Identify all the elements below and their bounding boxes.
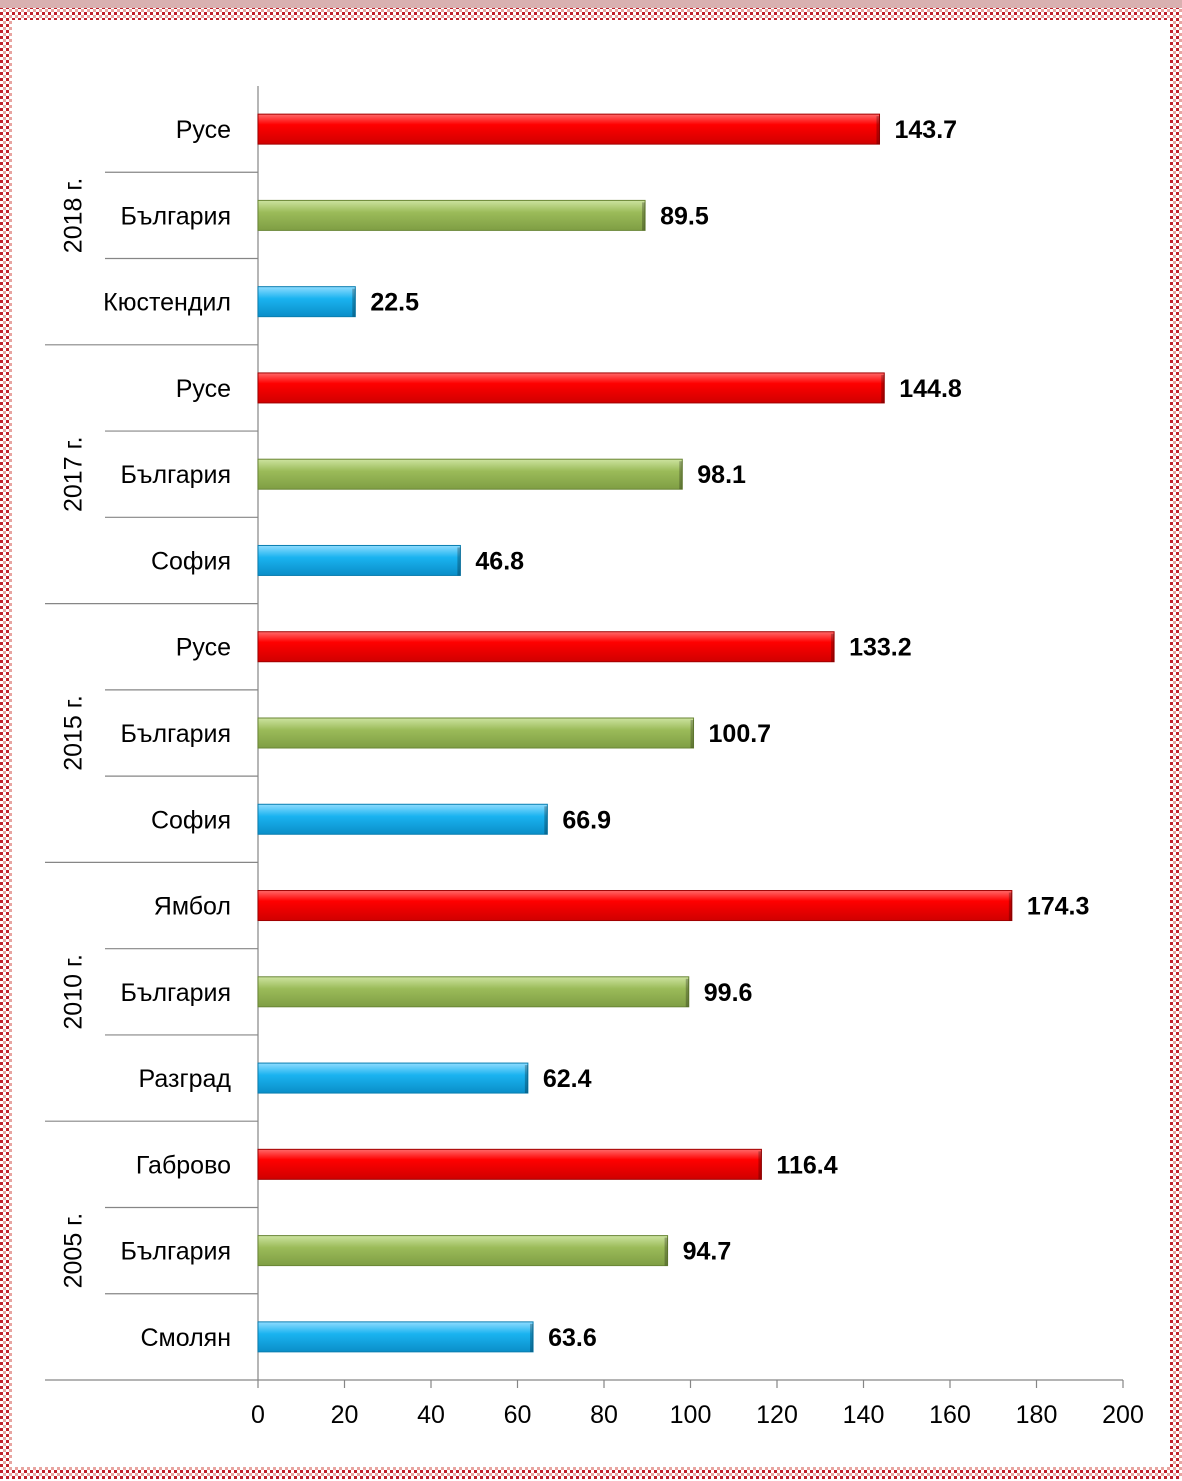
bar-shadow xyxy=(679,461,682,489)
bar-shadow xyxy=(642,202,645,230)
bar-shadow xyxy=(457,547,460,575)
bar xyxy=(258,200,645,230)
x-tick-label: 80 xyxy=(590,1401,618,1429)
data-label: 63.6 xyxy=(548,1324,597,1352)
bar xyxy=(258,287,355,317)
x-tick-label: 40 xyxy=(417,1401,445,1429)
category-label: Кюстендил xyxy=(103,289,231,317)
group-label: 2015 г. xyxy=(60,695,88,771)
x-tick-label: 160 xyxy=(929,1401,971,1429)
category-label: Смолян xyxy=(140,1324,231,1352)
x-tick-label: 0 xyxy=(251,1401,265,1429)
data-label: 66.9 xyxy=(562,806,611,834)
bar xyxy=(258,891,1012,921)
data-label: 22.5 xyxy=(370,289,419,317)
bar xyxy=(258,114,880,144)
bar-shadow xyxy=(686,979,689,1007)
data-label: 144.8 xyxy=(899,375,962,403)
x-tick-label: 120 xyxy=(756,1401,798,1429)
data-label: 62.4 xyxy=(543,1065,592,1093)
bar xyxy=(258,632,834,662)
group-label: 2018 г. xyxy=(60,178,88,254)
category-label: България xyxy=(121,979,232,1007)
bar-shadow xyxy=(665,1238,668,1266)
data-label: 133.2 xyxy=(849,634,912,662)
x-tick-label: 140 xyxy=(843,1401,885,1429)
chart-labels: 0 20 40 60 80 100 120 140 160 180 200 2018 г. Русе 14… xyxy=(60,116,1144,1429)
bar-shadow xyxy=(544,806,547,834)
data-label: 100.7 xyxy=(709,720,772,748)
bar xyxy=(258,545,460,575)
bar xyxy=(258,1322,533,1352)
bar-shadow xyxy=(691,720,694,748)
category-label: България xyxy=(121,461,232,489)
bar-shadow xyxy=(877,116,880,144)
bar xyxy=(258,1149,761,1179)
category-label: Русе xyxy=(176,116,231,144)
data-label: 99.6 xyxy=(704,979,753,1007)
data-label: 116.4 xyxy=(776,1151,837,1179)
bar xyxy=(258,1236,668,1266)
x-tick-label: 200 xyxy=(1102,1401,1144,1429)
bar-shadow xyxy=(525,1065,528,1093)
bar-shadow xyxy=(831,634,834,662)
x-tick-label: 100 xyxy=(670,1401,712,1429)
data-label: 94.7 xyxy=(683,1238,732,1266)
data-label: 89.5 xyxy=(660,202,709,230)
data-label: 46.8 xyxy=(475,547,524,575)
bar-shadow xyxy=(758,1151,761,1179)
bar xyxy=(258,718,694,748)
bar xyxy=(258,1063,528,1093)
bar xyxy=(258,373,884,403)
data-label: 98.1 xyxy=(697,461,746,489)
data-label: 143.7 xyxy=(895,116,958,144)
bar-shadow xyxy=(881,375,884,403)
bar-shadow xyxy=(1009,893,1012,921)
group-label: 2005 г. xyxy=(60,1213,88,1289)
bar-shadow xyxy=(352,289,355,317)
category-label: София xyxy=(151,806,231,834)
bar-shadow xyxy=(530,1324,533,1352)
category-label: България xyxy=(121,1238,232,1266)
x-tick-label: 60 xyxy=(504,1401,532,1429)
category-label: Габрово xyxy=(136,1151,231,1179)
bar xyxy=(258,459,682,489)
x-tick-label: 180 xyxy=(1016,1401,1058,1429)
category-label: България xyxy=(121,720,232,748)
category-label: Русе xyxy=(176,634,231,662)
bar xyxy=(258,804,547,834)
category-label: Ямбол xyxy=(154,893,231,921)
group-label: 2010 г. xyxy=(60,954,88,1030)
bar xyxy=(258,977,689,1007)
category-label: Русе xyxy=(176,375,231,403)
category-label: Разград xyxy=(139,1065,232,1093)
x-tick-label: 20 xyxy=(331,1401,359,1429)
category-label: София xyxy=(151,547,231,575)
data-label: 174.3 xyxy=(1027,893,1090,921)
category-label: България xyxy=(121,202,232,230)
group-label: 2017 г. xyxy=(60,436,88,512)
